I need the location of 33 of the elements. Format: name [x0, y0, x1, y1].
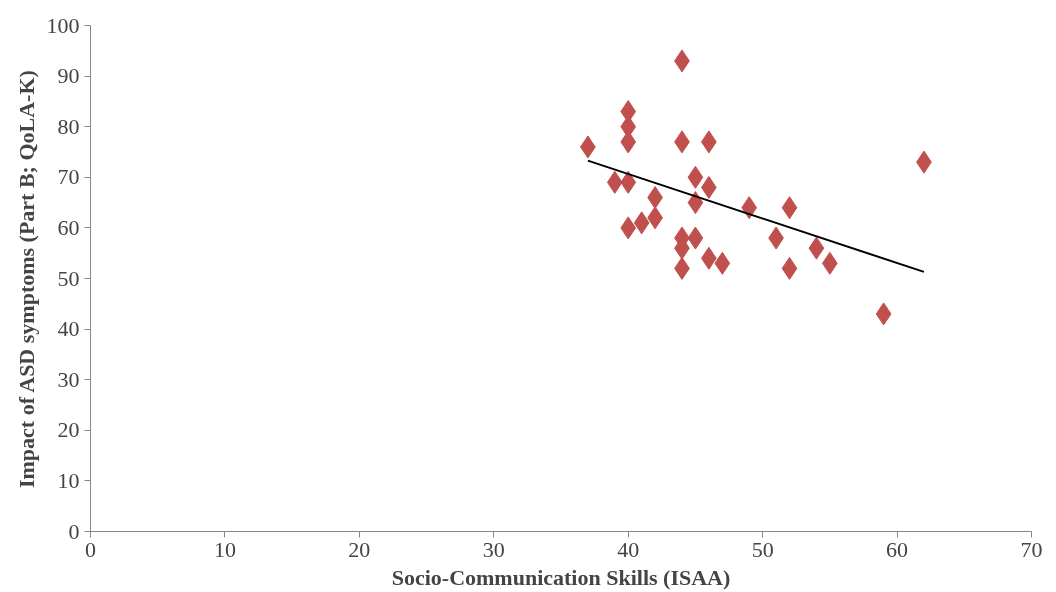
point [781, 196, 798, 220]
point [714, 251, 731, 275]
x-tick-label: 0 [85, 536, 96, 562]
point [687, 165, 704, 189]
x-tick-label: 60 [886, 536, 909, 562]
x-tick-label: 10 [213, 536, 236, 562]
point [687, 226, 704, 250]
x-tick-label: 30 [482, 536, 505, 562]
y-axis-title: Impact of ASD symptoms (Part B; QoLA-K) [13, 70, 39, 489]
y-tick-label: 90 [57, 63, 80, 89]
point [606, 170, 623, 194]
y-tick-label: 30 [57, 366, 80, 392]
point [687, 191, 704, 215]
point [633, 211, 650, 235]
y-tick-label: 20 [57, 417, 80, 443]
y-tick-label: 0 [68, 518, 80, 544]
point [808, 236, 825, 260]
point [620, 216, 637, 240]
y-tick-label: 60 [57, 214, 80, 240]
y-tick-label: 80 [57, 113, 80, 139]
x-axis-title: Socio-Communication Skills (ISAA) [391, 564, 731, 590]
x-tick-label: 20 [348, 536, 371, 562]
y-tick-label: 10 [57, 467, 80, 493]
y-tick-label: 100 [46, 12, 80, 38]
x-tick-label: 50 [751, 536, 774, 562]
x-tick-label: 70 [1020, 536, 1043, 562]
point [620, 170, 637, 194]
y-tick-label: 70 [57, 164, 80, 190]
x-tick-label: 40 [617, 536, 640, 562]
y-tick-label: 50 [57, 265, 80, 291]
y-tick-label: 40 [57, 316, 80, 342]
point [781, 256, 798, 280]
point [875, 302, 892, 326]
